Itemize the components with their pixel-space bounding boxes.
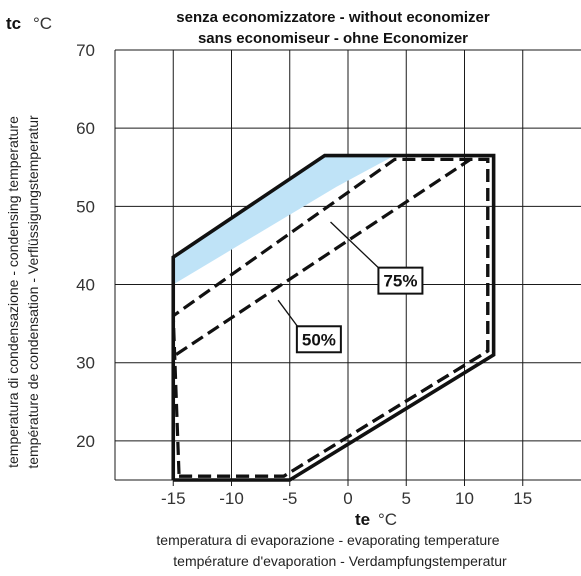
chart-title-line-1: senza economizzatore - without economize… xyxy=(176,9,490,26)
y-axis-label-line-2: température de condensation - Verflüssig… xyxy=(25,115,41,469)
x-axis-symbol: te xyxy=(355,510,370,529)
x-axis-label-line-2: température d'evaporation - Verdampfungs… xyxy=(173,553,507,569)
x-tick-label: -10 xyxy=(219,489,244,508)
annotation-leader xyxy=(330,221,381,271)
annotation-label-box xyxy=(295,325,342,354)
shaded-band xyxy=(173,155,395,285)
x-tick-label: -15 xyxy=(161,489,186,508)
y-axis-label-line-1: temperatura di condensazione - condensin… xyxy=(5,116,21,468)
y-axis-unit: °C xyxy=(33,14,52,33)
chart-title-line-2: sans economiseur - ohne Economizer xyxy=(198,30,468,47)
series-line-50pct xyxy=(174,157,490,478)
x-tick-label: 5 xyxy=(402,489,411,508)
y-tick-label: 20 xyxy=(76,432,95,451)
annotation-leaders xyxy=(277,221,381,329)
y-tick-label: 40 xyxy=(76,276,95,295)
x-axis-unit: °C xyxy=(378,510,397,529)
series-line-75pct xyxy=(171,157,490,478)
x-tick-label: -5 xyxy=(282,489,297,508)
annotation-leader xyxy=(277,299,300,329)
x-tick-label: 10 xyxy=(455,489,474,508)
annotation-labels: 75% 50% xyxy=(295,266,424,354)
y-tick-label: 60 xyxy=(76,119,95,138)
y-tick-label: 30 xyxy=(76,354,95,373)
y-axis-symbol: tc xyxy=(6,14,21,33)
annotation-label-75pct: 75% xyxy=(383,272,417,291)
grid xyxy=(114,49,581,481)
shaded-band-area xyxy=(173,155,395,285)
x-tick-label: 0 xyxy=(343,489,352,508)
x-tick-label: 15 xyxy=(513,489,532,508)
y-tick-label: 70 xyxy=(76,41,95,60)
tick-labels: -15 -10 -5 0 5 10 15 20 30 40 50 60 70 xyxy=(76,41,532,508)
annotation-label-box xyxy=(377,266,424,295)
y-tick-label: 50 xyxy=(76,197,95,216)
annotation-label-50pct: 50% xyxy=(302,330,336,349)
x-axis-label-line-1: temperatura di evaporazione - evaporatin… xyxy=(156,532,499,548)
series-group xyxy=(171,153,496,482)
